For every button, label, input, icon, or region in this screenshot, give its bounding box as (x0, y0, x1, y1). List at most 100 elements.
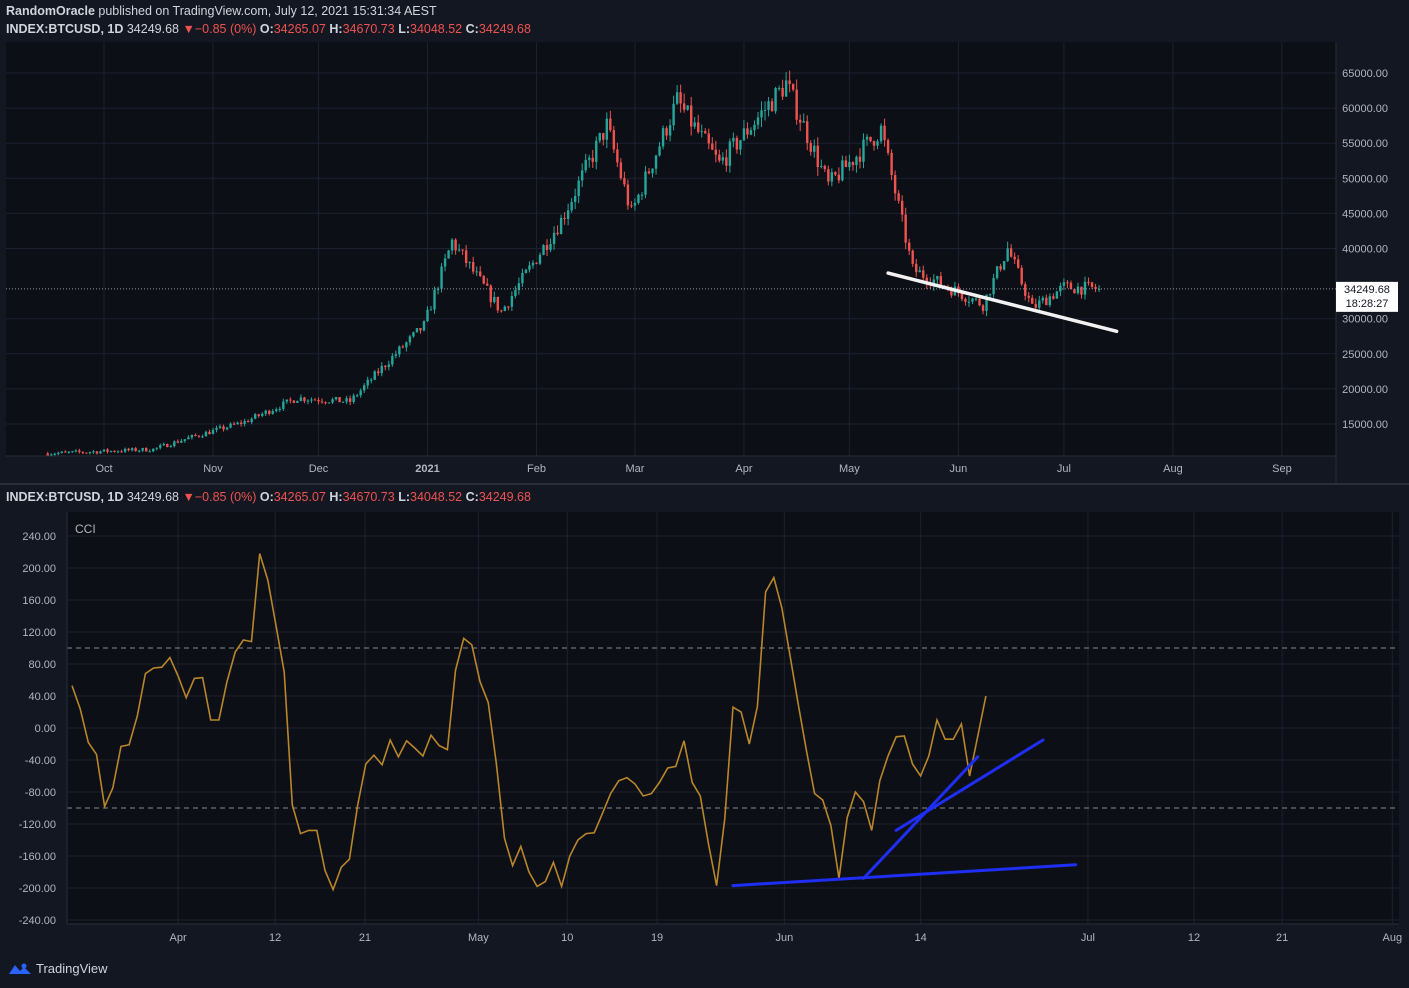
candle-body (721, 157, 725, 161)
candle-body (71, 451, 74, 453)
candle-body (271, 411, 274, 414)
candle-body (239, 422, 243, 425)
candle-body (289, 399, 292, 401)
cci-x-tick-label: 12 (269, 932, 281, 944)
candle-body (809, 142, 812, 152)
candle-body (310, 399, 313, 401)
price-x-tick-label: Nov (203, 463, 223, 475)
candle-body (872, 141, 876, 146)
price-label-value: 34249.68 (1344, 284, 1390, 296)
candle-body (324, 402, 327, 404)
candle-body (763, 109, 767, 111)
symbol-label[interactable]: INDEX:BTCUSD, 1D (6, 490, 124, 504)
candle-body (545, 245, 549, 250)
candle-body (549, 243, 552, 250)
price-x-tick-label: Jul (1057, 463, 1071, 475)
candle-body (1097, 288, 1101, 290)
candle-body (777, 87, 781, 89)
high-value: 34670.73 (342, 22, 395, 36)
close-value: 34249.68 (478, 22, 531, 36)
candle-body (672, 103, 675, 126)
candle-body (387, 364, 391, 368)
candle-body (591, 157, 594, 162)
candle-body (503, 306, 507, 311)
candle-body (218, 426, 222, 428)
candle-body (950, 288, 953, 296)
candle-body (204, 431, 208, 437)
candle-body (116, 451, 120, 453)
candle-body (528, 265, 531, 270)
tradingview-footer[interactable]: TradingView (8, 961, 108, 976)
close-value: 34249.68 (478, 490, 531, 504)
price-x-tick-label: Jun (950, 463, 968, 475)
chart-canvas[interactable]: Oct Nov Dec 2021 Feb Mar Apr May Jun Jul Aug Sep 65… (0, 0, 1409, 955)
candle-body (707, 133, 710, 144)
cci-trendline[interactable] (731, 863, 1078, 888)
candle-body (489, 285, 492, 303)
candle-body (732, 137, 735, 142)
close-label: C: (465, 490, 479, 504)
candle-body (848, 161, 851, 168)
price-x-tick-label: Oct (95, 463, 112, 475)
candle-body (377, 371, 380, 374)
candle-body (995, 266, 999, 279)
candle-body (1020, 267, 1023, 285)
candle-body (1059, 285, 1062, 292)
price-y-tick-label: 50000.00 (1342, 173, 1388, 185)
candle-body (1066, 282, 1069, 284)
candle-body (447, 250, 450, 259)
candle-body (405, 342, 408, 348)
candle-body (1034, 303, 1037, 308)
candle-body (806, 121, 809, 143)
candle-body (514, 290, 517, 296)
candle-body (303, 397, 306, 402)
support-trendline[interactable] (886, 271, 1119, 334)
candle-body (936, 276, 939, 280)
candle-body (904, 214, 907, 243)
cci-trendlines[interactable] (731, 738, 1078, 888)
candle-body (53, 453, 56, 455)
candle-body (1052, 296, 1055, 299)
candle-body (46, 453, 49, 456)
cci-y-tick-label: 40.00 (28, 691, 56, 703)
candle-body (675, 92, 679, 104)
cci-x-tick-label: May (468, 932, 489, 944)
publisher-name[interactable]: RandomOracle (6, 4, 95, 18)
candle-body (440, 266, 443, 289)
candle-body (486, 283, 489, 286)
candle-body (64, 451, 67, 453)
candle-body (317, 399, 320, 402)
candle-body (285, 399, 289, 402)
candle-body (159, 445, 162, 448)
candle-body (985, 294, 988, 311)
candle-body (253, 414, 257, 419)
symbol-label[interactable]: INDEX:BTCUSD, 1D (6, 22, 124, 36)
cci-y-tick-label: 0.00 (35, 723, 56, 735)
candle-body (320, 401, 324, 403)
price-y-tick-label: 25000.00 (1342, 349, 1388, 361)
candle-body (1062, 282, 1066, 286)
price-x-tick-label: Dec (309, 463, 329, 475)
open-value: 34265.07 (273, 22, 326, 36)
candle-body (215, 427, 218, 430)
candle-body (834, 172, 837, 175)
open-value: 34265.07 (273, 490, 326, 504)
candle-body (689, 105, 693, 127)
candle-body (92, 451, 95, 453)
cci-trendline[interactable] (862, 755, 980, 880)
cci-trendline[interactable] (894, 738, 1045, 832)
candle-body (566, 210, 570, 219)
candle-body (580, 170, 584, 181)
candle-body (313, 399, 317, 401)
price-grid (6, 42, 1336, 456)
cci-y-tick-label: -160.00 (19, 851, 56, 863)
candle-body (155, 447, 158, 449)
candle-body (120, 451, 123, 453)
price-x-tick-label: May (839, 463, 860, 475)
candle-body (795, 89, 798, 120)
candle-body (735, 137, 739, 150)
candle-body (222, 426, 225, 430)
candle-body (897, 193, 900, 201)
candle-body (925, 277, 928, 284)
cci-y-tick-label: 120.00 (22, 627, 56, 639)
